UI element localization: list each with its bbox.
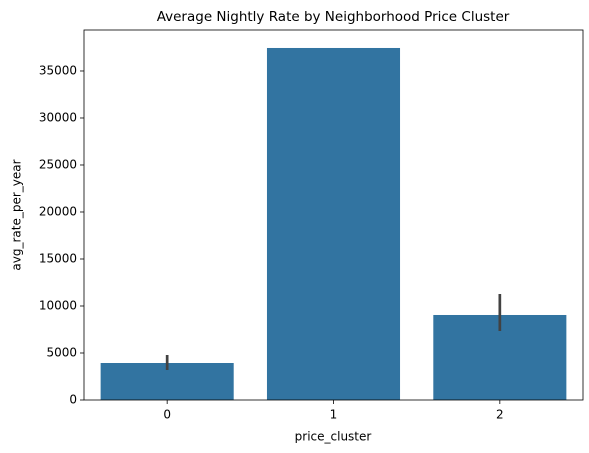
y-tick-label: 0 [69,393,77,407]
x-tick-label: 1 [330,408,338,422]
x-axis-label: price_cluster [295,430,372,444]
y-tick-label: 15000 [39,251,77,265]
x-tick-label: 0 [163,408,171,422]
x-tick-label: 2 [496,408,504,422]
y-tick-label: 10000 [39,298,77,312]
y-tick-label: 35000 [39,63,77,77]
bar [266,47,401,401]
y-tick-label: 30000 [39,110,77,124]
y-tick-label: 25000 [39,157,77,171]
chart-title: Average Nightly Rate by Neighborhood Pri… [157,9,510,25]
plot-frame [83,29,584,401]
y-tick-label: 20000 [39,204,77,218]
y-axis-label: avg_rate_per_year [10,159,24,270]
y-tick-label: 5000 [46,345,77,359]
